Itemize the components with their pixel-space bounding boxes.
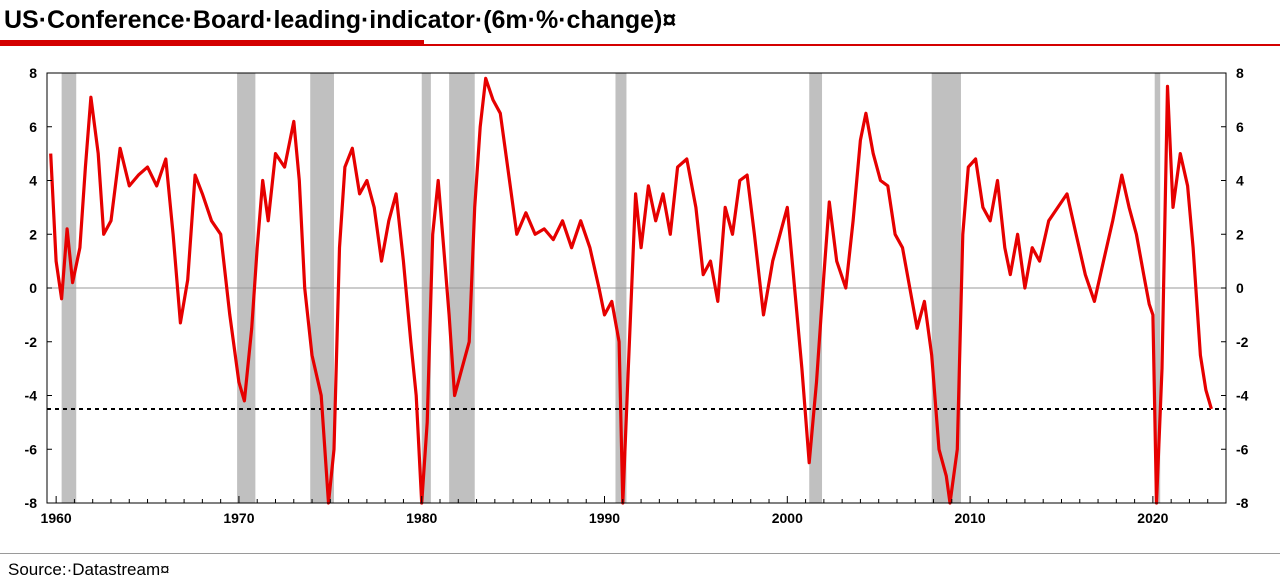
- x-tick-label: 1960: [41, 510, 72, 526]
- page-title: US·Conference·Board·leading·indicator·(6…: [4, 6, 677, 34]
- y-tick-label-right: 2: [1236, 226, 1244, 242]
- x-tick-label: 1980: [406, 510, 437, 526]
- y-tick-label-right: -2: [1236, 334, 1249, 350]
- y-tick-label-right: -6: [1236, 441, 1249, 457]
- y-tick-label: -4: [25, 388, 38, 404]
- y-tick-label-right: 8: [1236, 65, 1244, 81]
- title-underline-accent: [0, 40, 424, 46]
- source-note: Source:·Datastream¤: [8, 560, 170, 579]
- y-tick-label: 6: [29, 119, 37, 135]
- x-tick-label: 1970: [223, 510, 254, 526]
- y-tick-label: 4: [29, 173, 37, 189]
- y-tick-label: -2: [25, 334, 38, 350]
- x-tick-label: 2020: [1137, 510, 1168, 526]
- line-chart: 8 6 4 2 0 -2 -4 -6 -8 8 6 4 2 0 -2 -4 -6 -8 1960 1970 1980…: [25, 65, 1249, 526]
- x-tick-label: 2000: [772, 510, 803, 526]
- y-tick-label: 2: [29, 226, 37, 242]
- y-tick-label: 8: [29, 65, 37, 81]
- y-tick-label-right: 6: [1236, 119, 1244, 135]
- left-y-axis: 8 6 4 2 0 -2 -4 -6 -8: [25, 65, 52, 511]
- x-tick-label: 2010: [955, 510, 986, 526]
- y-tick-label-right: 4: [1236, 173, 1244, 189]
- y-tick-label: 0: [29, 280, 37, 296]
- y-tick-label: -6: [25, 441, 38, 457]
- y-tick-label: -8: [25, 495, 38, 511]
- series-line: [49, 76, 1213, 505]
- x-axis: 1960 1970 1980 1990 2000 2010 2020: [41, 496, 1209, 526]
- y-tick-label-right: -8: [1236, 495, 1249, 511]
- x-tick-label: 1990: [589, 510, 620, 526]
- right-y-axis: 8 6 4 2 0 -2 -4 -6 -8: [1221, 65, 1249, 511]
- y-tick-label-right: -4: [1236, 388, 1249, 404]
- source-divider: [0, 553, 1280, 554]
- title-underline: [0, 44, 1280, 46]
- y-tick-label-right: 0: [1236, 280, 1244, 296]
